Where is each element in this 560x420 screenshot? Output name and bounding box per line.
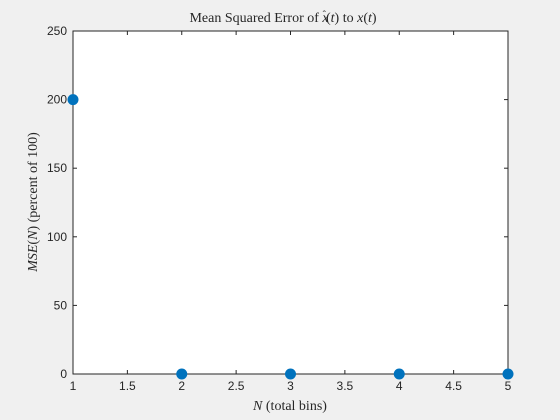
data-point — [67, 94, 79, 106]
data-points — [67, 94, 514, 380]
data-point — [176, 368, 188, 380]
y-tick-label: 150 — [47, 161, 67, 175]
y-tick-label: 50 — [54, 298, 68, 312]
data-point — [285, 368, 296, 380]
x-tick-label: 5 — [505, 379, 512, 393]
y-tick-label: 100 — [47, 230, 67, 244]
x-tick-label: 3 — [287, 379, 294, 393]
x-axis-ticks: 1 1.5 2 2.5 3 3.5 4 4.5 5 — [70, 31, 512, 393]
x-tick-label: 3.5 — [337, 379, 354, 393]
x-axis-label: N (total bins) — [252, 399, 327, 414]
plot-area — [73, 31, 508, 374]
y-tick-label: 0 — [60, 367, 67, 381]
x-tick-label: 4 — [396, 379, 403, 393]
y-axis-ticks: 0 50 100 150 200 250 — [47, 24, 508, 381]
y-tick-label: 200 — [47, 93, 67, 107]
y-axis-label: MSE(N) (percent of 100) — [26, 132, 41, 273]
x-tick-label: 1.5 — [119, 379, 136, 393]
chart-title: Mean Squared Error of xˆ(t) to x(t) — [189, 10, 376, 26]
x-tick-label: 2.5 — [228, 379, 245, 393]
data-point — [502, 368, 514, 380]
y-tick-label: 250 — [47, 24, 67, 38]
data-point — [393, 368, 405, 380]
x-tick-label: 2 — [178, 379, 185, 393]
x-tick-label: 1 — [70, 379, 77, 393]
x-tick-label: 4.5 — [445, 379, 462, 393]
